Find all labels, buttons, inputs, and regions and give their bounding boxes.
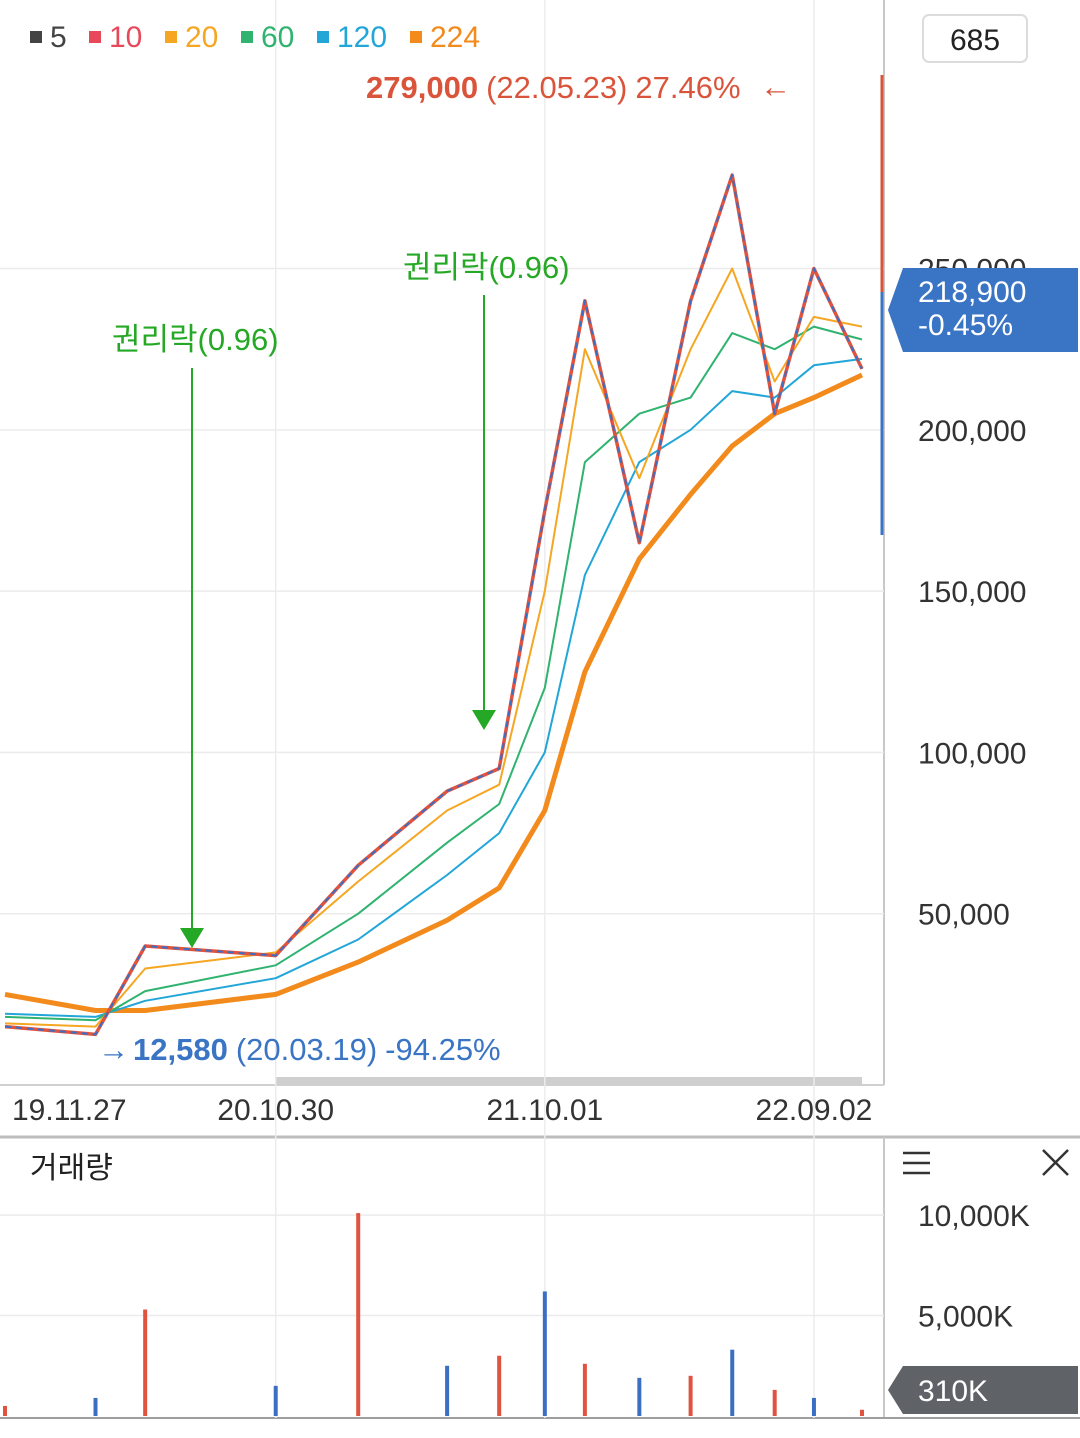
menu-icon[interactable] xyxy=(903,1151,930,1175)
volume-bar xyxy=(730,1349,735,1416)
volume-bar xyxy=(637,1377,642,1416)
legend-swatch xyxy=(241,31,253,43)
high-date: (22.05.23) xyxy=(486,70,627,105)
volume-bar xyxy=(93,1397,98,1416)
price-gridlines xyxy=(0,267,884,915)
low-annotation: → 12,580 (20.03.19) -94.25% xyxy=(98,1032,501,1067)
event-marker-2: 권리락(0.96) xyxy=(403,250,570,730)
value-box-frame xyxy=(922,14,1028,63)
volume-bar xyxy=(273,1385,278,1416)
volume-bar xyxy=(582,1363,587,1416)
high-annotation: 279,000 (22.05.23) 27.46% ← xyxy=(366,69,791,105)
event-marker-1-label: 권리락(0.96) xyxy=(112,322,279,357)
current-price-change: -0.45% xyxy=(918,309,1013,342)
ma-line-120 xyxy=(4,357,863,1018)
legend-swatch xyxy=(30,31,42,43)
volume-bar xyxy=(811,1397,816,1416)
legend-swatch xyxy=(317,31,329,43)
event-marker-2-label: 권리락(0.96) xyxy=(403,250,570,285)
current-price-tag: 218,900 -0.45% xyxy=(888,268,1078,352)
volume-bar xyxy=(356,1213,361,1416)
volume-bars xyxy=(3,1213,864,1416)
low-date: (20.03.19) xyxy=(236,1032,377,1067)
volume-axis-labels: 10,000K 5,000K xyxy=(918,1200,1030,1333)
legend-label: 10 xyxy=(109,21,142,54)
volume-tag-shape xyxy=(888,1366,1078,1414)
event-marker-1-arrow-icon xyxy=(180,928,204,948)
price-line xyxy=(4,173,864,1037)
legend-label: 20 xyxy=(185,21,218,54)
high-price: 279,000 xyxy=(366,70,478,105)
volume-bar xyxy=(3,1405,7,1416)
legend-label: 60 xyxy=(261,21,294,54)
price-axis-label: 100,000 xyxy=(918,737,1026,770)
price-line-down xyxy=(4,174,863,1036)
volume-bar xyxy=(445,1365,450,1416)
event-marker-2-arrow-icon xyxy=(472,710,496,730)
low-price: 12,580 xyxy=(133,1032,228,1067)
volume-axis-label: 5,000K xyxy=(918,1301,1013,1334)
low-annotation-text: → 12,580 (20.03.19) -94.25% xyxy=(98,1032,501,1067)
volume-tag-value: 310K xyxy=(918,1375,988,1408)
volume-panel-title: 거래량 xyxy=(30,1152,113,1185)
legend-label: 224 xyxy=(430,21,480,54)
high-arrow-icon: ← xyxy=(760,69,791,104)
legend-swatch xyxy=(89,31,101,43)
price-axis-label: 50,000 xyxy=(918,899,1010,932)
volume-tag: 310K xyxy=(888,1366,1078,1414)
legend-swatch xyxy=(410,31,422,43)
time-axis-label: 21.10.01 xyxy=(486,1094,603,1127)
volume-bar xyxy=(772,1389,777,1416)
volume-bar xyxy=(688,1375,693,1416)
price-tag-shape xyxy=(888,268,1078,352)
legend: 5 10 20 60 120 224 xyxy=(30,21,480,54)
volume-bar xyxy=(542,1291,547,1416)
time-gridlines xyxy=(274,0,815,1418)
price-axis-label: 200,000 xyxy=(918,415,1026,448)
event-marker-1: 권리락(0.96) xyxy=(112,322,279,948)
legend-label: 5 xyxy=(50,21,67,54)
high-pct: 27.46% xyxy=(635,70,740,105)
top-right-value: 685 xyxy=(950,24,1000,57)
time-axis-label: 19.11.27 xyxy=(12,1094,127,1127)
time-axis-labels: 19.11.27 20.10.30 21.10.01 22.09.02 xyxy=(12,1094,872,1127)
current-price-value: 218,900 xyxy=(918,276,1026,309)
horizontal-scrollbar[interactable] xyxy=(275,1077,862,1085)
high-annotation-text: 279,000 (22.05.23) 27.46% xyxy=(366,70,741,105)
volume-axis-label: 10,000K xyxy=(918,1200,1030,1233)
low-pct: -94.25% xyxy=(385,1032,500,1067)
price-axis-label: 150,000 xyxy=(918,576,1026,609)
legend-label: 120 xyxy=(337,21,387,54)
legend-swatch xyxy=(165,31,177,43)
time-axis-label: 22.09.02 xyxy=(756,1094,873,1127)
low-arrow-icon: → xyxy=(98,1032,129,1067)
volume-bar xyxy=(143,1309,148,1416)
ma-line-224 xyxy=(4,372,864,1013)
top-right-value-box[interactable]: 685 xyxy=(922,14,1028,63)
volume-bar xyxy=(860,1409,864,1416)
time-axis-label: 20.10.30 xyxy=(217,1094,334,1127)
volume-gridlines xyxy=(0,1214,884,1317)
close-icon[interactable] xyxy=(1042,1149,1069,1176)
volume-bar xyxy=(497,1355,502,1416)
